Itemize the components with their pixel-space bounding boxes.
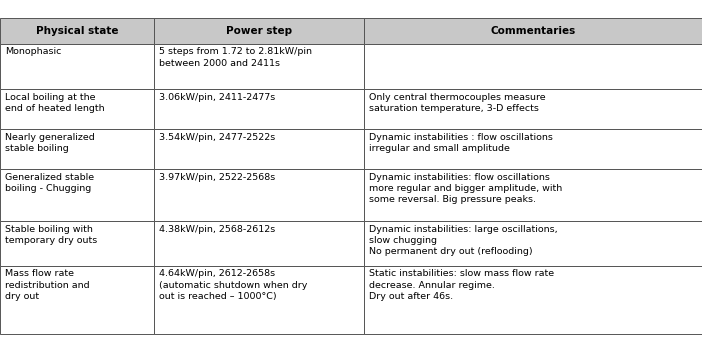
Bar <box>0 265 154 333</box>
Bar <box>364 44 702 88</box>
Text: Dynamic instabilities : flow oscillations
irregular and small amplitude: Dynamic instabilities : flow oscillation… <box>369 132 553 153</box>
Bar <box>0 18 154 44</box>
Bar <box>364 220 702 265</box>
Text: Commentaries: Commentaries <box>491 26 576 35</box>
Bar <box>154 265 364 333</box>
Text: Mass flow rate
redistribution and
dry out: Mass flow rate redistribution and dry ou… <box>5 270 90 302</box>
Text: Nearly generalized
stable boiling: Nearly generalized stable boiling <box>5 132 95 153</box>
Bar <box>0 128 154 168</box>
Text: Local boiling at the
end of heated length: Local boiling at the end of heated lengt… <box>5 93 105 113</box>
Text: Monophasic: Monophasic <box>5 47 61 57</box>
Text: Static instabilities: slow mass flow rate
decrease. Annular regime.
Dry out afte: Static instabilities: slow mass flow rat… <box>369 270 554 302</box>
Bar <box>0 44 154 88</box>
Text: Dynamic instabilities: large oscillations,
slow chugging
No permanent dry out (r: Dynamic instabilities: large oscillation… <box>369 225 557 256</box>
Bar <box>154 220 364 265</box>
Bar <box>0 220 154 265</box>
Bar <box>154 168 364 220</box>
Bar <box>154 128 364 168</box>
Bar <box>364 265 702 333</box>
Bar <box>154 18 364 44</box>
Bar <box>364 88 702 128</box>
Text: 5 steps from 1.72 to 2.81kW/pin
between 2000 and 2411s: 5 steps from 1.72 to 2.81kW/pin between … <box>159 47 312 68</box>
Text: Stable boiling with
temporary dry outs: Stable boiling with temporary dry outs <box>5 225 98 245</box>
Bar <box>154 88 364 128</box>
Text: Dynamic instabilities: flow oscillations
more regular and bigger amplitude, with: Dynamic instabilities: flow oscillations… <box>369 172 562 204</box>
Text: 3.54kW/pin, 2477-2522s: 3.54kW/pin, 2477-2522s <box>159 132 275 141</box>
Bar <box>0 88 154 128</box>
Text: 3.06kW/pin, 2411-2477s: 3.06kW/pin, 2411-2477s <box>159 93 275 101</box>
Text: 4.38kW/pin, 2568-2612s: 4.38kW/pin, 2568-2612s <box>159 225 275 233</box>
Text: 4.64kW/pin, 2612-2658s
(automatic shutdown when dry
out is reached – 1000°C): 4.64kW/pin, 2612-2658s (automatic shutdo… <box>159 270 307 302</box>
Text: 3.97kW/pin, 2522-2568s: 3.97kW/pin, 2522-2568s <box>159 172 275 181</box>
Text: Only central thermocouples measure
saturation temperature, 3-D effects: Only central thermocouples measure satur… <box>369 93 545 113</box>
Bar <box>364 168 702 220</box>
Text: Physical state: Physical state <box>36 26 118 35</box>
Bar <box>154 44 364 88</box>
Bar <box>364 18 702 44</box>
Bar <box>364 128 702 168</box>
Text: Power step: Power step <box>226 26 292 35</box>
Bar <box>0 168 154 220</box>
Text: Generalized stable
boiling - Chugging: Generalized stable boiling - Chugging <box>5 172 94 193</box>
